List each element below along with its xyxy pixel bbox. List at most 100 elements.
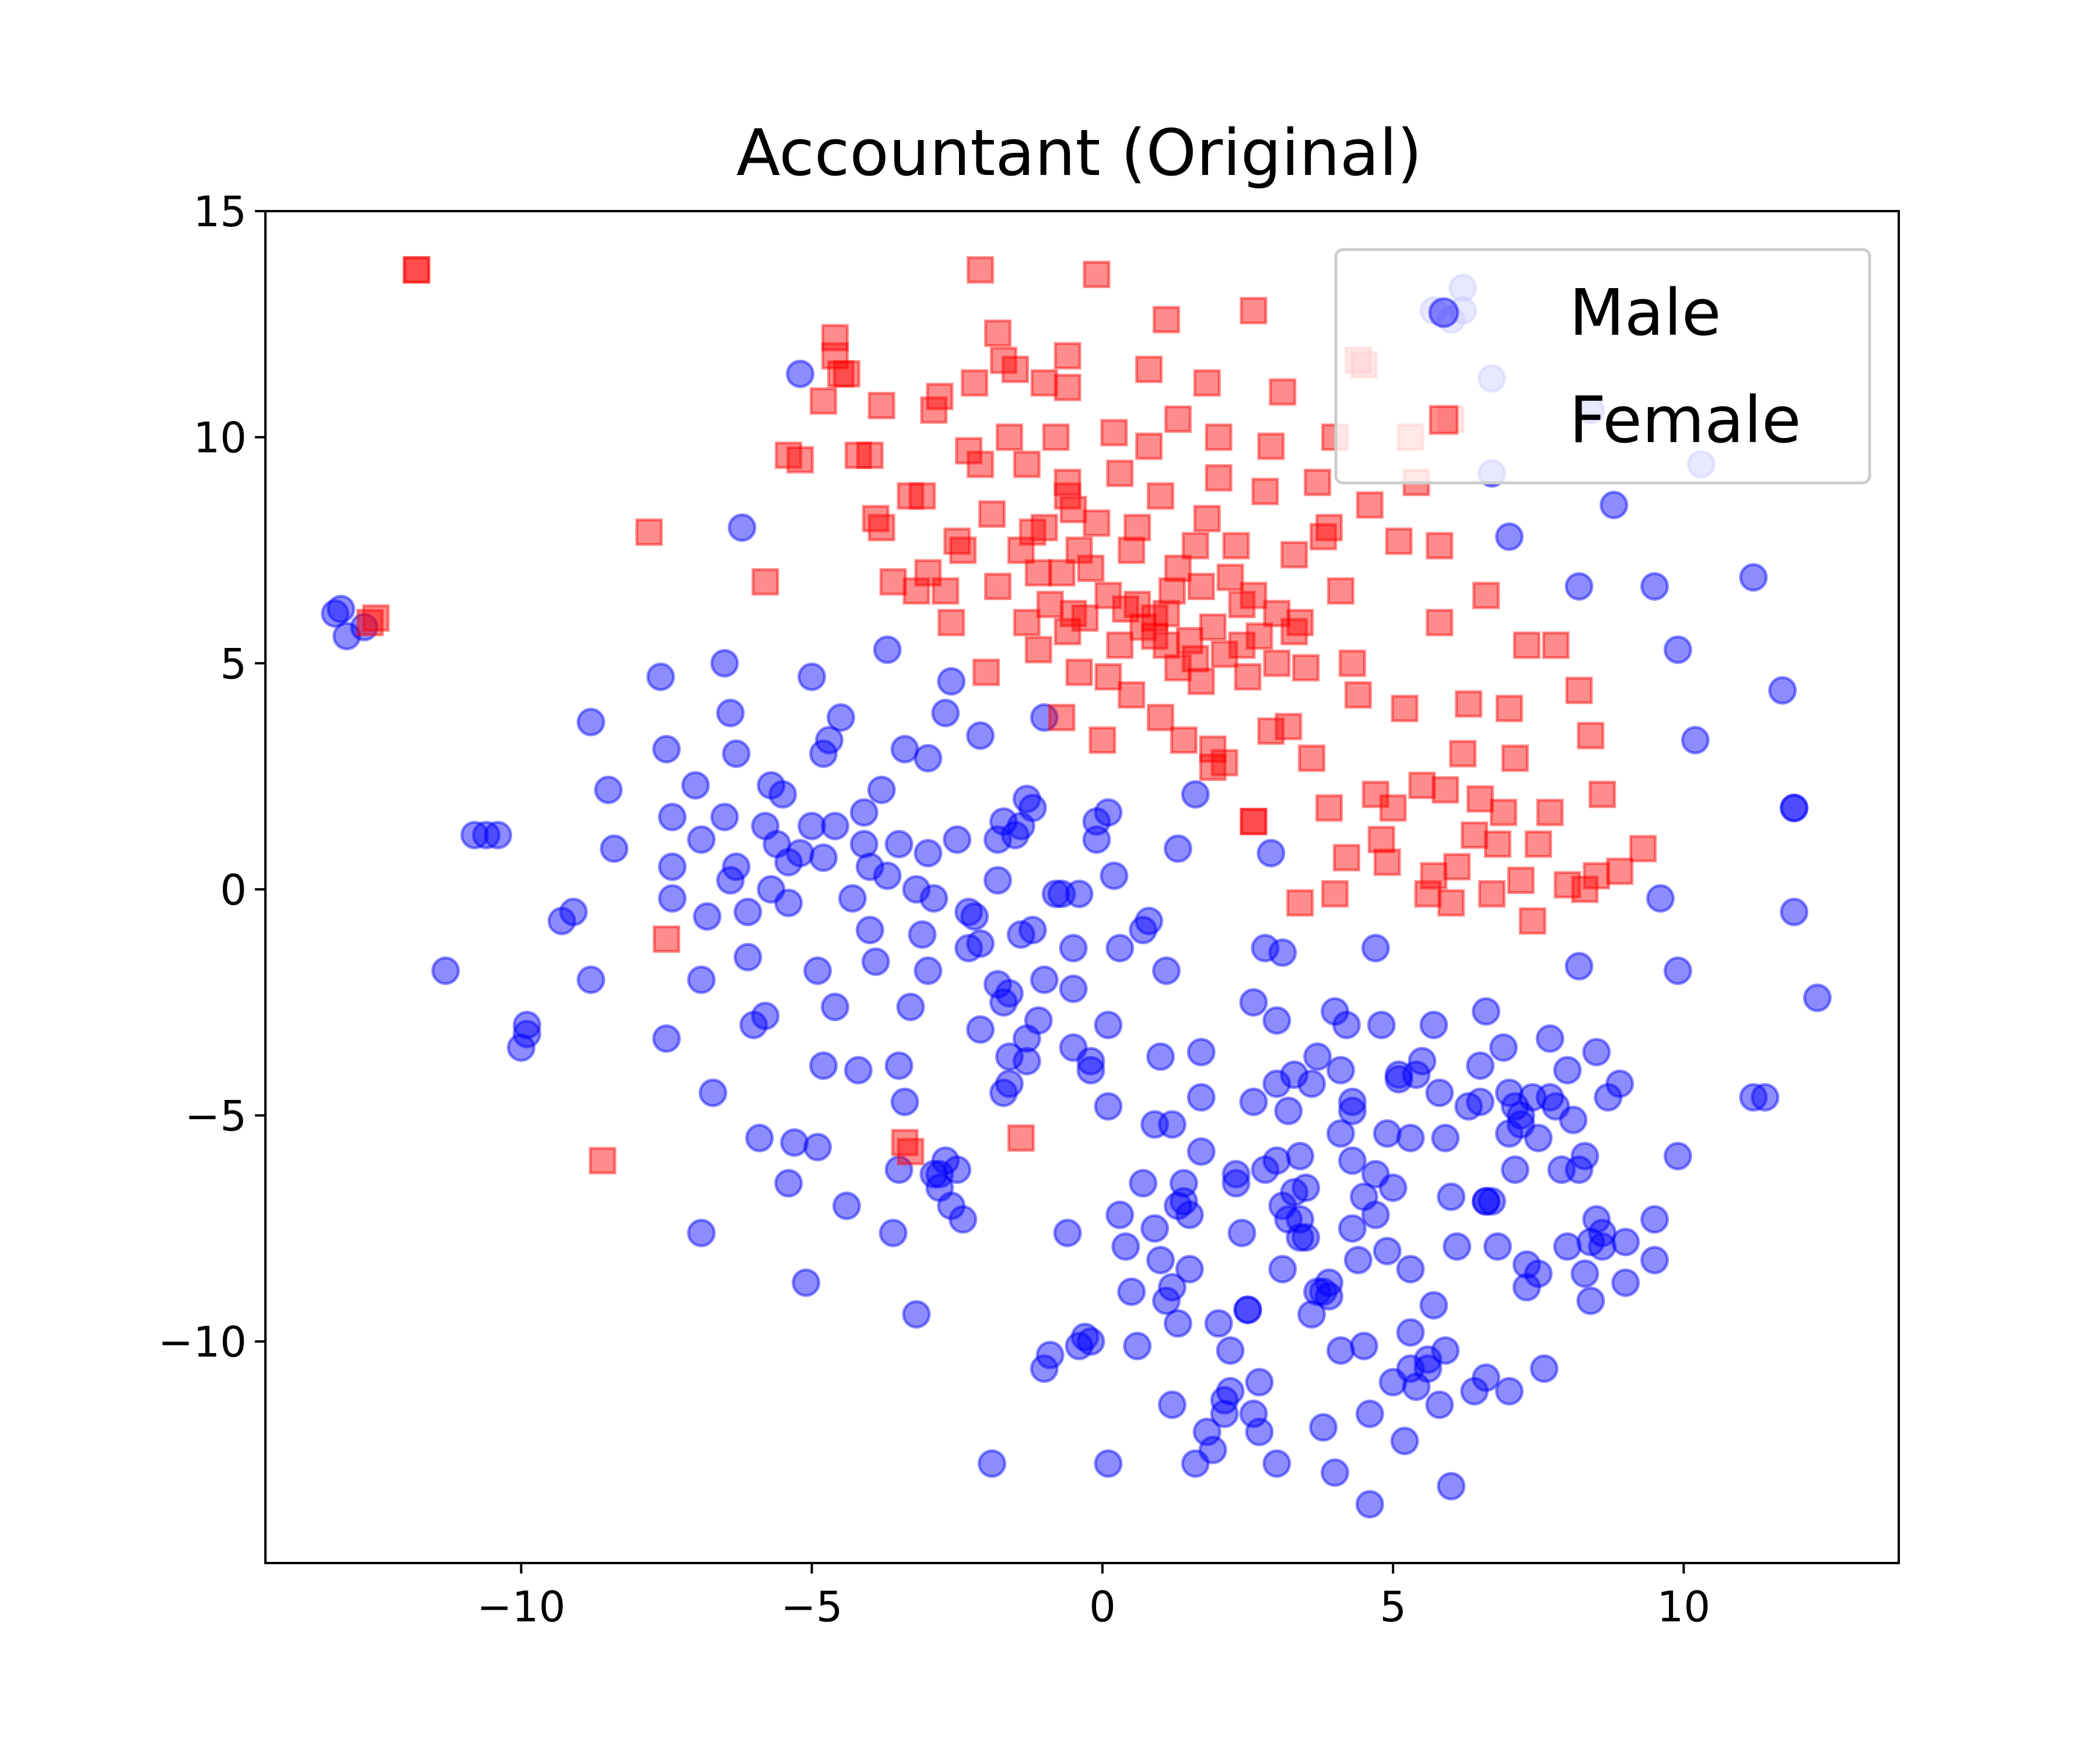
point-male-153 <box>1129 1169 1158 1198</box>
point-female-153 <box>1432 776 1460 804</box>
point-female-32 <box>943 527 971 555</box>
point-male-287 <box>1524 1123 1553 1152</box>
point-female-91 <box>1158 577 1186 605</box>
point-female-108 <box>1210 749 1238 777</box>
point-male-190 <box>1239 988 1268 1017</box>
point-male-228 <box>1338 1096 1367 1126</box>
point-female-23 <box>879 568 907 596</box>
point-male-289 <box>1530 1354 1559 1383</box>
point-female-109 <box>1216 563 1244 591</box>
point-female-5 <box>653 925 681 953</box>
point-female-130 <box>1310 523 1338 551</box>
point-male-36 <box>733 898 762 927</box>
point-male-95 <box>937 1192 966 1221</box>
point-male-257 <box>1425 1390 1454 1420</box>
point-male-245 <box>1390 1427 1419 1456</box>
point-male-109 <box>989 807 1018 836</box>
point-male-24 <box>687 825 716 854</box>
point-female-47 <box>1013 608 1041 636</box>
point-male-280 <box>1500 1155 1530 1185</box>
point-male-167 <box>1169 1187 1198 1216</box>
point-male-276 <box>1489 1033 1518 1062</box>
y-tick-label: −10 <box>158 1317 247 1366</box>
point-male-240 <box>1373 1236 1402 1266</box>
point-female-177 <box>1629 835 1657 863</box>
point-female-59 <box>1054 482 1082 510</box>
point-female-62 <box>1059 496 1087 524</box>
legend-label: Female <box>1569 383 1801 457</box>
point-male-44 <box>762 829 792 859</box>
point-male-133 <box>1059 934 1088 963</box>
point-male-75 <box>878 1218 908 1248</box>
point-male-238 <box>1367 1010 1396 1039</box>
point-female-61 <box>1054 373 1082 401</box>
point-male-316 <box>1640 572 1669 601</box>
point-female-142 <box>1373 848 1401 876</box>
point-male-197 <box>1262 1146 1292 1175</box>
point-male-83 <box>902 875 931 904</box>
point-male-220 <box>1320 997 1349 1026</box>
point-male-79 <box>890 1087 919 1116</box>
point-male-259 <box>1431 1336 1460 1365</box>
point-female-141 <box>1367 826 1395 854</box>
point-male-176 <box>1192 1417 1222 1446</box>
point-female-156 <box>1449 740 1477 768</box>
point-male-165 <box>1163 834 1192 863</box>
point-female-77 <box>1118 536 1146 564</box>
point-male-271 <box>1472 1363 1501 1392</box>
point-female-0 <box>402 256 430 284</box>
point-male-28 <box>687 1218 716 1248</box>
point-male-224 <box>1326 1336 1355 1365</box>
point-male-137 <box>1076 1327 1105 1356</box>
point-male-92 <box>931 1146 960 1175</box>
point-male-188 <box>1239 1399 1268 1428</box>
x-tick-label: −5 <box>781 1582 843 1631</box>
point-female-95 <box>1170 726 1198 754</box>
point-male-96 <box>943 825 972 854</box>
point-male-12 <box>559 898 588 927</box>
point-female-90 <box>1152 631 1180 659</box>
legend-marker-square <box>1429 405 1459 435</box>
point-female-13 <box>810 387 838 415</box>
point-female-75 <box>1106 460 1134 488</box>
point-female-58 <box>1054 468 1082 496</box>
point-male-152 <box>1129 916 1158 945</box>
point-male-199 <box>1262 1006 1292 1035</box>
point-male-38 <box>739 1010 768 1039</box>
point-male-335 <box>1472 1187 1501 1216</box>
point-male-225 <box>1332 1010 1361 1039</box>
point-male-18 <box>652 735 681 764</box>
legend-marker-circle <box>1428 297 1460 328</box>
point-male-130 <box>1053 1218 1082 1248</box>
point-male-123 <box>1024 1006 1053 1035</box>
point-female-22 <box>867 514 895 542</box>
point-male-210 <box>1292 1223 1321 1252</box>
point-female-118 <box>1251 478 1279 506</box>
point-male-239 <box>1373 1119 1402 1148</box>
point-female-26 <box>908 482 936 510</box>
point-male-201 <box>1268 938 1297 967</box>
point-male-304 <box>1582 1038 1611 1067</box>
point-male-21 <box>658 884 687 913</box>
point-male-77 <box>884 829 914 859</box>
point-male-244 <box>1384 1064 1413 1094</box>
point-female-30 <box>932 577 960 605</box>
point-male-37 <box>733 942 762 972</box>
point-male-100 <box>954 934 984 963</box>
point-male-180 <box>1210 1399 1239 1428</box>
point-male-106 <box>984 970 1013 999</box>
point-male-294 <box>1553 1232 1582 1261</box>
point-male-204 <box>1274 1096 1303 1126</box>
point-male-261 <box>1437 1471 1466 1501</box>
point-female-56 <box>1048 559 1076 587</box>
point-male-146 <box>1100 861 1129 891</box>
point-male-141 <box>1082 825 1111 854</box>
point-male-181 <box>1216 1376 1245 1406</box>
point-female-15 <box>821 342 849 370</box>
point-female-126 <box>1286 608 1314 636</box>
point-male-254 <box>1413 1354 1443 1383</box>
point-female-86 <box>1147 703 1175 731</box>
point-female-4 <box>635 518 663 546</box>
point-male-242 <box>1378 1173 1408 1203</box>
point-male-312 <box>1640 1246 1669 1275</box>
